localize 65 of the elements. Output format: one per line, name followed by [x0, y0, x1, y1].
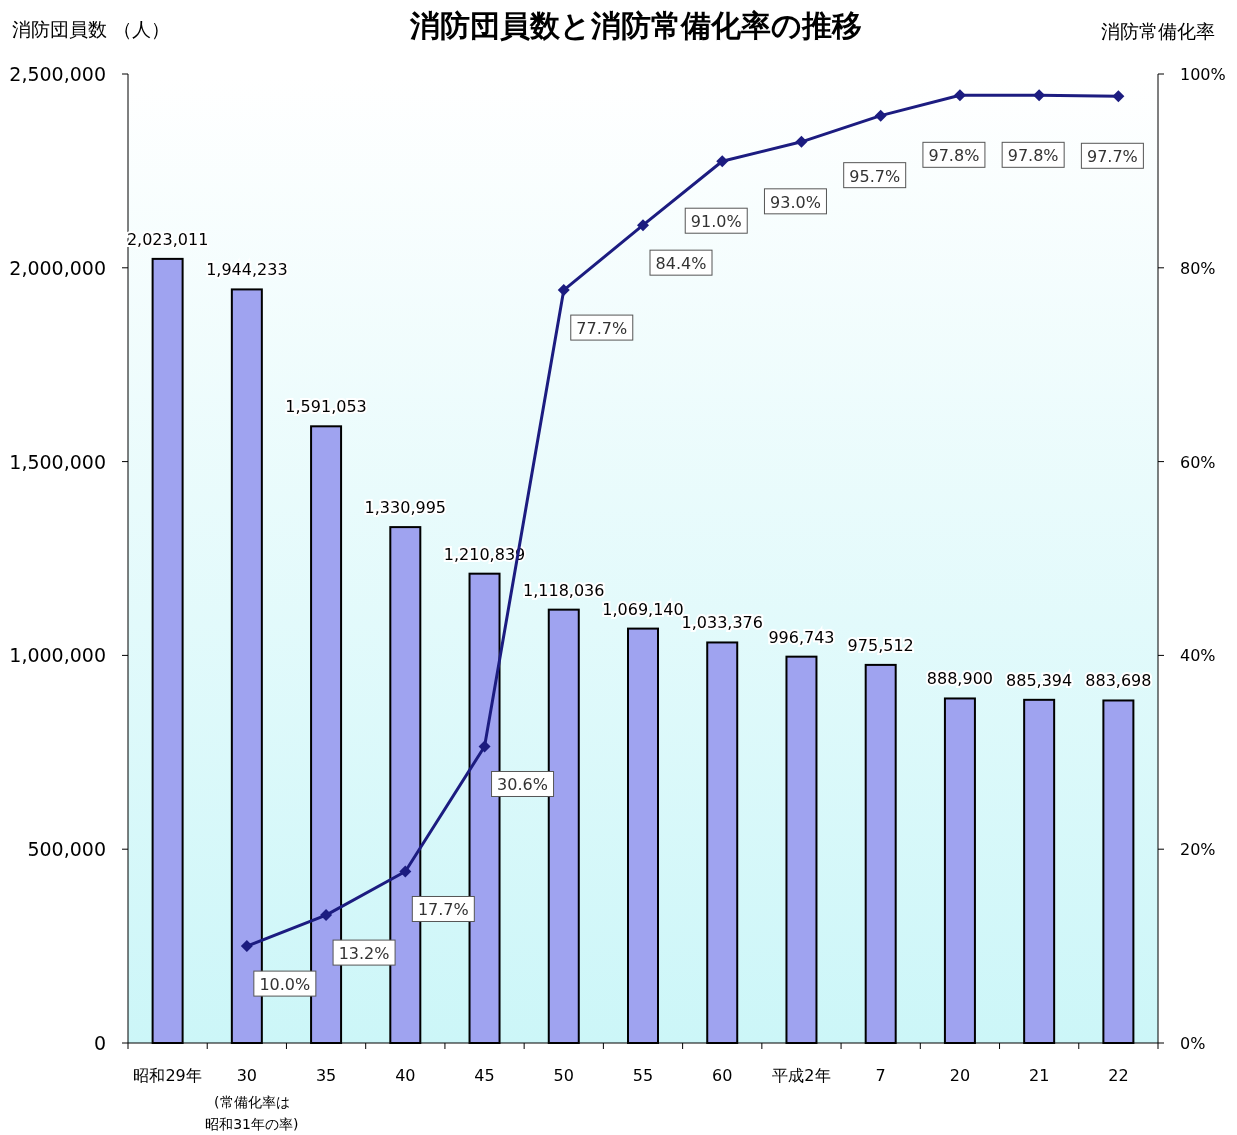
- data-label: 883,698: [1085, 671, 1152, 691]
- data-label: 97.8%: [928, 146, 980, 166]
- data-label: 17.7%: [417, 900, 469, 920]
- data-label: 1,118,036: [523, 580, 605, 600]
- data-label: 975,512: [847, 635, 914, 655]
- y2-tick-label: 40%: [1180, 646, 1216, 666]
- x-tick-label: 35: [315, 1066, 337, 1085]
- x-tick-label: 40: [395, 1066, 416, 1085]
- data-label: 888,900: [926, 669, 994, 689]
- y-tick-label: 2,500,000: [9, 63, 106, 85]
- x-tick-label: 21: [1028, 1066, 1050, 1085]
- data-label: 996,743: [768, 627, 835, 647]
- x-tick-label: 55: [632, 1066, 654, 1085]
- y-tick-label: 1,500,000: [9, 450, 106, 473]
- data-label: 13.2%: [338, 944, 390, 964]
- y2-tick-label: 0%: [1180, 1034, 1206, 1053]
- data-label: 84.4%: [655, 254, 707, 274]
- point: [953, 89, 966, 102]
- y-tick-label: 0: [93, 1032, 106, 1054]
- y2-tick-label: 100%: [1180, 65, 1226, 84]
- y2-tick-label: 20%: [1180, 840, 1216, 860]
- data-label: 1,069,140: [602, 599, 684, 619]
- point: [320, 909, 333, 922]
- data-label: 97.7%: [1086, 147, 1138, 167]
- point: [478, 740, 491, 753]
- x-tick-label: 昭和29年: [133, 1066, 202, 1085]
- data-label: 1,944,233: [206, 260, 288, 280]
- data-label: 10.0%: [259, 975, 311, 995]
- text: (常備化率は: [214, 1094, 290, 1110]
- x-tick-label: 20: [949, 1066, 971, 1085]
- point: [399, 865, 412, 878]
- y-tick-label: 2,000,000: [9, 256, 106, 279]
- data-label: 97.8%: [1007, 146, 1059, 166]
- point: [637, 219, 649, 232]
- point: [795, 135, 808, 148]
- x-tick-label: 7: [875, 1066, 886, 1085]
- point: [1112, 90, 1125, 103]
- data-label: 1,591,053: [285, 397, 367, 417]
- data-label: 91.0%: [690, 212, 742, 232]
- chart-title: 消防団員数と消防常備化率の推移: [409, 8, 862, 43]
- x-tick-label: 50: [553, 1066, 574, 1085]
- x-tick-label: 60: [712, 1066, 733, 1085]
- y2-tick-label: 80%: [1180, 258, 1216, 278]
- data-label: 93.0%: [770, 192, 821, 212]
- y-tick-label: 500,000: [27, 838, 106, 861]
- x-tick-label: 22: [1108, 1066, 1129, 1085]
- x-tick-label: 平成2年: [772, 1066, 831, 1085]
- data-label: 2,023,011: [126, 229, 209, 249]
- point: [874, 109, 887, 122]
- y-axis-title: 消防団員数 （人）: [12, 18, 171, 40]
- data-label: 1,330,995: [364, 498, 447, 518]
- y2-axis-title: 消防常備化率: [1101, 20, 1215, 42]
- data-label: 1,033,376: [681, 613, 763, 633]
- text: 昭和31年の率): [205, 1116, 299, 1132]
- x-tick-label: 30: [236, 1066, 258, 1085]
- point: [240, 940, 253, 953]
- data-label: 77.7%: [576, 319, 628, 339]
- y-tick-label: 1,000,000: [9, 644, 106, 667]
- x-tick-label: 45: [474, 1066, 495, 1085]
- y2-tick-label: 60%: [1180, 452, 1216, 472]
- data-label: 885,394: [1006, 670, 1073, 690]
- data-label: 95.7%: [849, 166, 901, 186]
- point: [557, 284, 570, 297]
- data-label: 30.6%: [497, 775, 548, 795]
- point: [716, 155, 729, 168]
